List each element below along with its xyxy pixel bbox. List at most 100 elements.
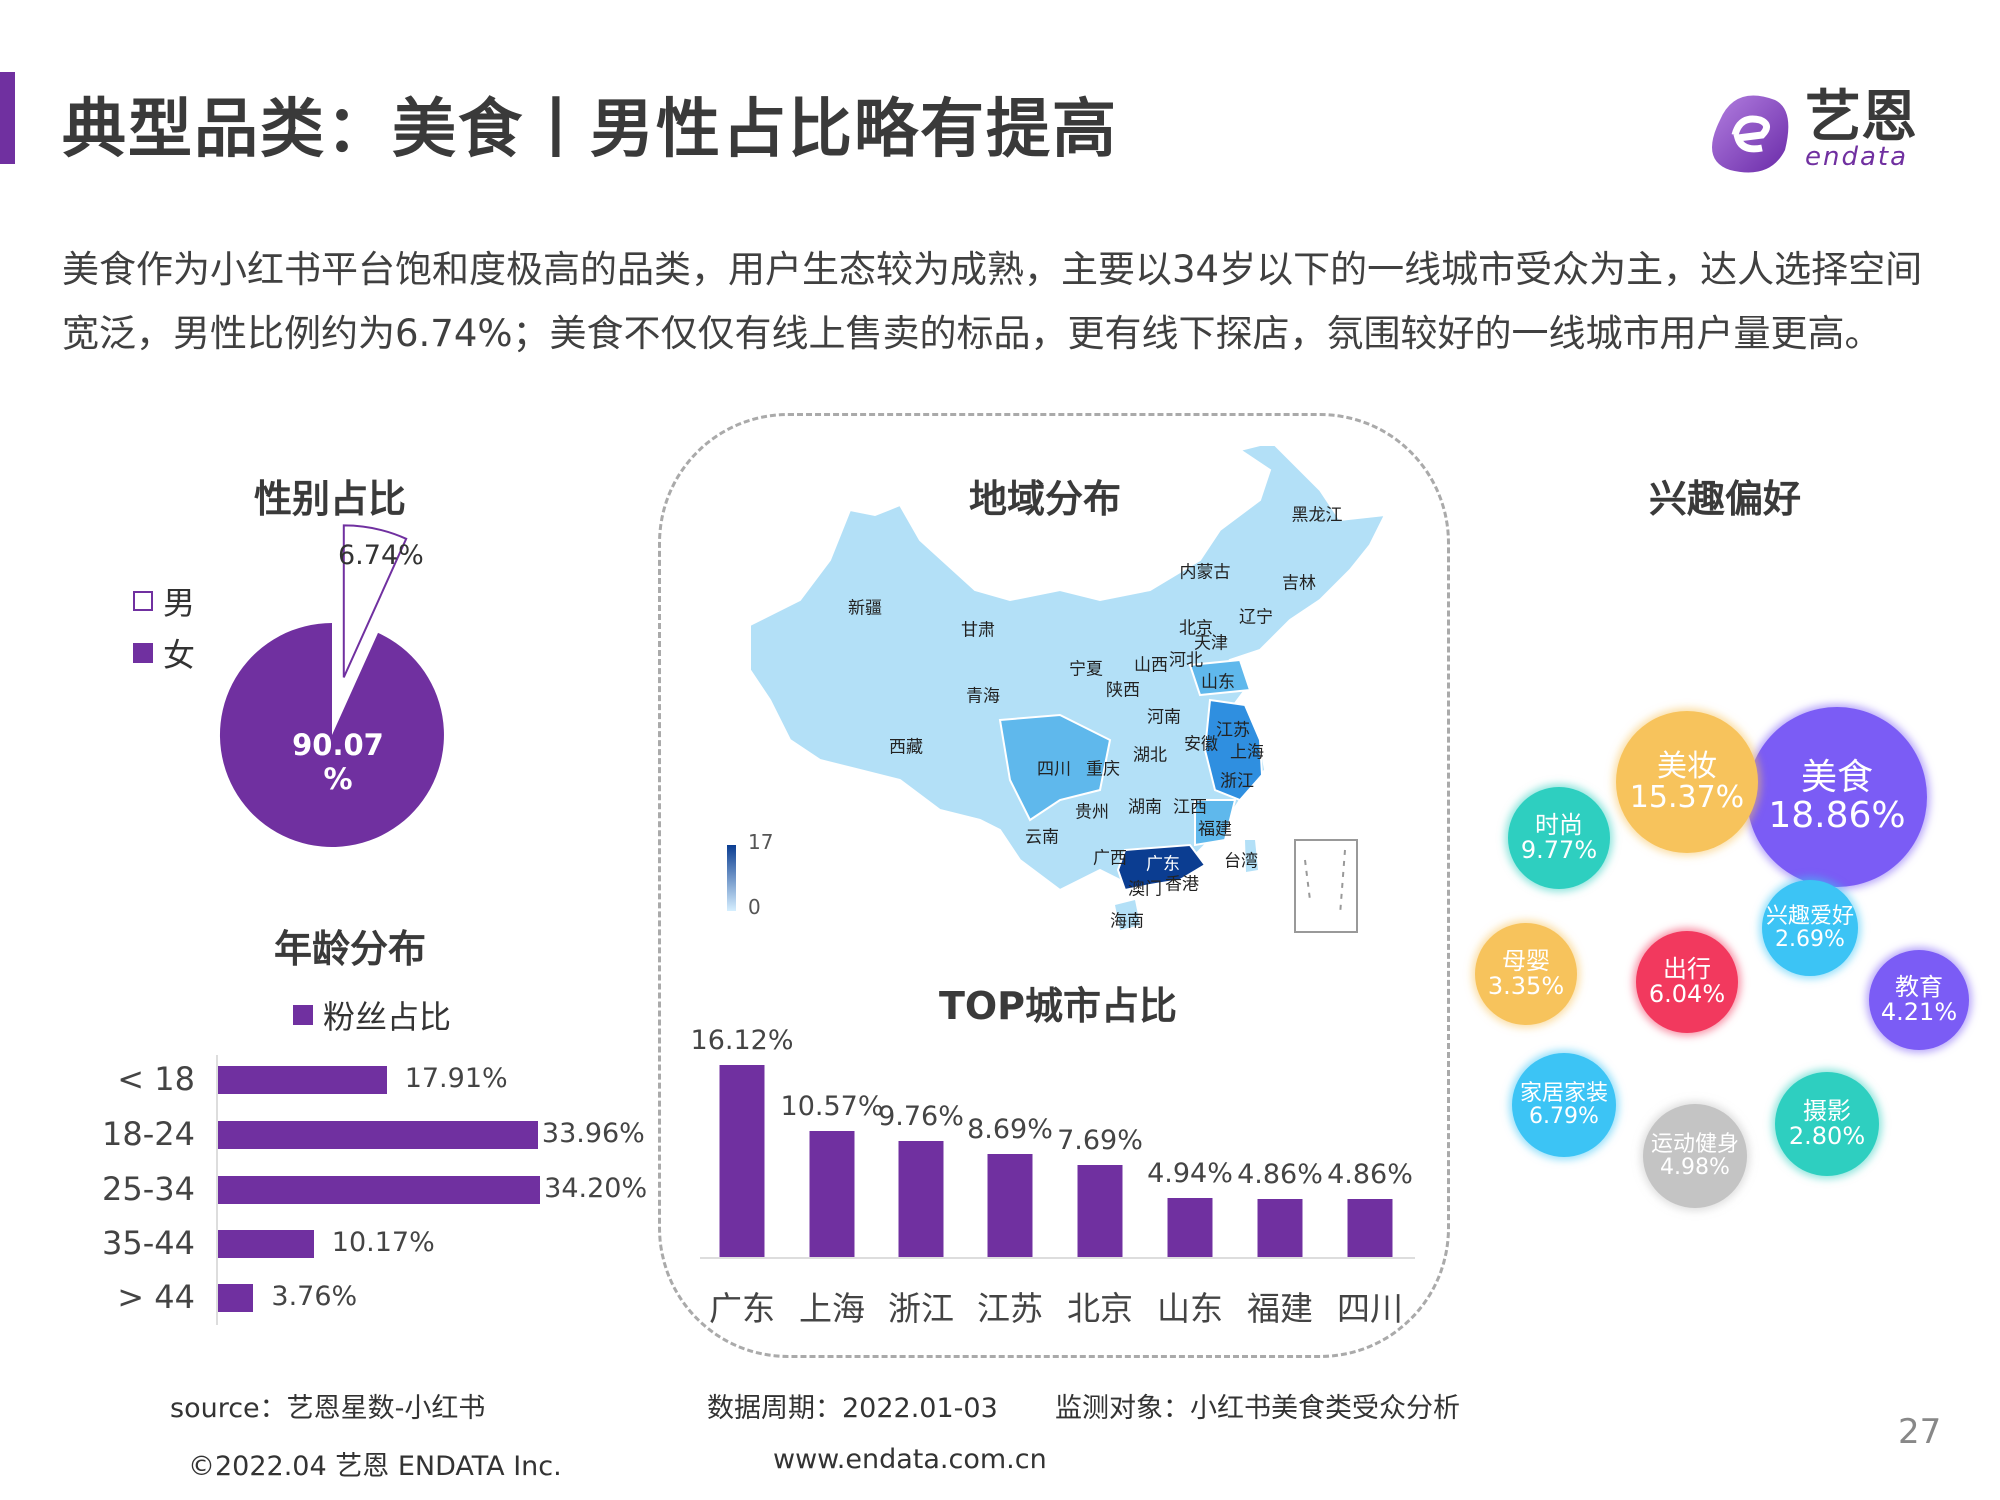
- legend-male: 男: [133, 578, 195, 624]
- province-label: 黑龙江: [1291, 505, 1343, 526]
- pie-slice-male: [342, 524, 408, 678]
- gender-heading: 性别占比: [253, 477, 407, 521]
- age-row-label: 35-44: [102, 1224, 195, 1262]
- city-bar-value: 9.76%: [878, 1100, 964, 1132]
- age-bar-value: 33.96%: [541, 1118, 645, 1149]
- age-row-label: 18-24: [102, 1115, 195, 1153]
- map-region-hainan: [1115, 900, 1140, 930]
- bubble-name: 母婴: [1502, 946, 1550, 975]
- city-bar: [719, 1065, 765, 1257]
- bubble-value: 6.04%: [1648, 980, 1726, 1008]
- bubble-value: 2.69%: [1775, 927, 1845, 952]
- age-bar: [218, 1121, 538, 1149]
- page-number: 27: [1898, 1412, 1942, 1452]
- city-label: 上海: [799, 1289, 865, 1328]
- province-label: 上海: [1230, 742, 1264, 763]
- bubble-value: 3.35%: [1487, 972, 1565, 1000]
- province-label: 吉林: [1282, 573, 1316, 594]
- age-bar-value: 10.17%: [331, 1227, 435, 1258]
- bubble-name: 运动健身: [1650, 1131, 1739, 1157]
- city-label: 浙江: [888, 1289, 954, 1328]
- interest-bubble: 时尚 9.77%: [1508, 787, 1610, 889]
- bubble-name: 时尚: [1535, 810, 1583, 839]
- bubble-value: 4.98%: [1660, 1155, 1730, 1180]
- city-bar: [1347, 1199, 1393, 1257]
- province-label: 北京: [1179, 618, 1213, 639]
- gender-pie: [219, 524, 444, 848]
- legend-label: 女: [163, 636, 196, 674]
- city-bar-value: 7.69%: [1057, 1125, 1143, 1157]
- province-label: 海南: [1110, 911, 1144, 932]
- age-axis: [216, 1055, 218, 1325]
- province-label: 广西: [1093, 848, 1127, 869]
- scale-max-label: 17: [748, 830, 774, 854]
- city-bar: [1167, 1198, 1213, 1257]
- city-bar-value: 4.94%: [1147, 1158, 1233, 1190]
- footer-website[interactable]: www.endata.com.cn: [773, 1444, 1047, 1475]
- scale-min-label: 0: [748, 895, 761, 919]
- city-bar-value: 16.12%: [690, 1025, 794, 1057]
- bubble-name: 兴趣爱好: [1765, 903, 1854, 929]
- province-label: 重庆: [1086, 759, 1120, 780]
- city-label: 四川: [1337, 1289, 1403, 1328]
- province-label: 湖南: [1128, 797, 1162, 818]
- bubble-name: 教育: [1895, 972, 1943, 1001]
- bubble-name: 出行: [1663, 954, 1711, 983]
- province-label: 江苏: [1216, 720, 1250, 741]
- map-heading: 地域分布: [968, 477, 1122, 521]
- map-region-fujian: [1194, 799, 1237, 847]
- province-label: 西藏: [889, 737, 923, 758]
- bubble-name: 摄影: [1803, 1096, 1851, 1125]
- city-label: 江苏: [977, 1289, 1043, 1328]
- city-label: 北京: [1067, 1289, 1133, 1328]
- interest-bubble: 美食 18.86%: [1747, 707, 1927, 887]
- province-label: 山东: [1201, 672, 1235, 693]
- bubble-value: 4.21%: [1880, 998, 1958, 1026]
- age-legend: 粉丝占比: [293, 992, 451, 1038]
- pie-label-female-value: 90.07: [292, 728, 384, 762]
- bubble-value: 9.77%: [1520, 836, 1598, 864]
- province-label: 安徽: [1184, 734, 1218, 755]
- interest-heading: 兴趣偏好: [1648, 477, 1802, 521]
- china-map: [727, 444, 1387, 933]
- province-label: 台湾: [1224, 851, 1258, 872]
- map-region-shandong: [1188, 658, 1252, 697]
- age-bar: [218, 1230, 314, 1258]
- interest-bubble: 家居家装 6.79%: [1512, 1053, 1616, 1157]
- age-bar: [218, 1176, 541, 1204]
- legend-swatch-male: [133, 591, 153, 611]
- interest-bubble: 兴趣爱好 2.69%: [1762, 880, 1858, 976]
- footer-copyright: ©2022.04 艺恩 ENDATA Inc.: [188, 1451, 562, 1482]
- bubble-name: 美妆: [1657, 748, 1717, 784]
- city-bar-value: 4.86%: [1237, 1159, 1323, 1191]
- logo-cn-text: 艺恩: [1805, 85, 1917, 150]
- legend-label: 粉丝占比: [323, 998, 452, 1036]
- city-bar-value: 4.86%: [1327, 1159, 1413, 1191]
- interest-bubble: 美妆 15.37%: [1616, 711, 1758, 853]
- province-label: 山西: [1134, 655, 1168, 676]
- map-region-sichuan: [998, 713, 1112, 822]
- bubble-value: 2.80%: [1788, 1122, 1866, 1150]
- province-label: 湖北: [1133, 745, 1167, 766]
- pie-slice-female: [219, 623, 444, 848]
- map-region-taiwan: [1245, 840, 1258, 872]
- title-accent-bar: [0, 72, 15, 164]
- footer-subject: 监测对象：小红书美食类受众分析: [1055, 1393, 1460, 1424]
- age-row-label: > 44: [117, 1278, 195, 1316]
- province-label: 云南: [1025, 827, 1059, 848]
- age-row-label: 25-34: [102, 1170, 195, 1208]
- province-label: 天津: [1194, 633, 1228, 654]
- age-heading: 年龄分布: [273, 927, 427, 971]
- city-label: 福建: [1247, 1289, 1313, 1328]
- city-chart-axis: [700, 1257, 1415, 1259]
- bubble-value: 15.37%: [1629, 780, 1745, 815]
- city-chart-title: TOP城市占比: [938, 984, 1178, 1028]
- pie-label-female: 90.07 %: [292, 728, 384, 796]
- map-region-guangdong: [1116, 843, 1207, 892]
- city-bar: [809, 1131, 855, 1257]
- nine-dash-line: [1304, 849, 1346, 916]
- bubble-name: 美食: [1800, 757, 1873, 799]
- map-region-base: [749, 444, 1387, 892]
- interest-bubble: 教育 4.21%: [1869, 950, 1969, 1050]
- province-label: 内蒙古: [1179, 562, 1231, 583]
